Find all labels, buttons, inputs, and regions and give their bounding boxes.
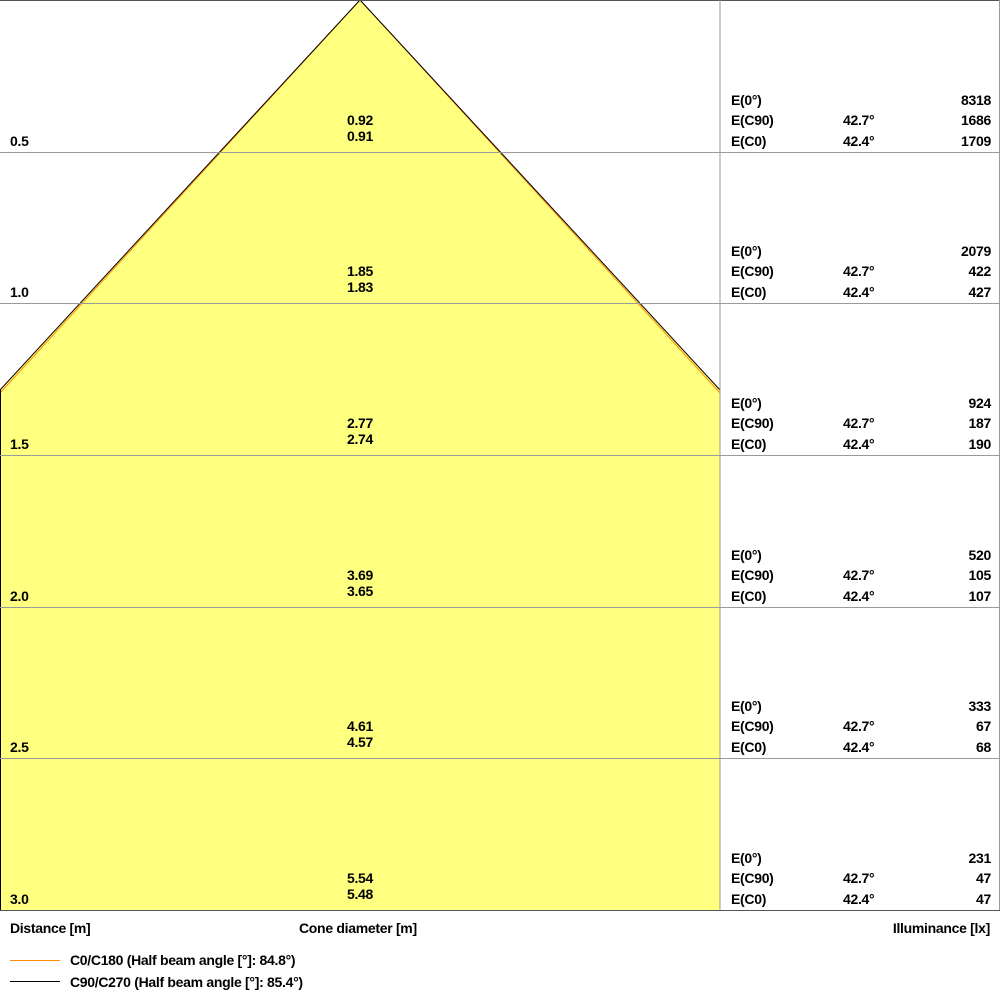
distance-axis-label: Distance [m] xyxy=(10,920,91,936)
ec0-value: 427 xyxy=(968,284,992,300)
distance-label: 2.5 xyxy=(10,739,29,755)
cone-diameter-c0: 1.83 xyxy=(346,279,374,295)
ec90-value: 105 xyxy=(968,567,992,583)
legend-c0-line xyxy=(10,960,60,961)
cone-diameter-c0: 3.65 xyxy=(346,583,374,599)
ec90-angle: 42.7° xyxy=(843,415,875,431)
ec90-label: E(C90) xyxy=(731,870,774,886)
ec0-value: 68 xyxy=(976,739,991,755)
ec0-value: 107 xyxy=(968,588,992,604)
e0-value: 924 xyxy=(968,395,992,411)
ec90-value: 187 xyxy=(968,415,992,431)
legend-c0-label: C0/C180 (Half beam angle [°]: 84.8°) xyxy=(70,952,296,968)
ec0-angle: 42.4° xyxy=(843,284,875,300)
legend-c90-label: C90/C270 (Half beam angle [°]: 85.4°) xyxy=(70,974,303,990)
ec0-angle: 42.4° xyxy=(843,133,875,149)
c90-cone-line xyxy=(0,0,721,391)
ec90-value: 1686 xyxy=(961,112,991,128)
ec90-value: 47 xyxy=(976,870,991,886)
ec0-label: E(C0) xyxy=(731,891,767,907)
illuminance-axis-label: Illuminance [lx] xyxy=(892,920,990,936)
ec90-angle: 42.7° xyxy=(843,718,875,734)
cone-diameter-c90: 0.92 xyxy=(346,112,374,128)
ec0-value: 47 xyxy=(976,891,991,907)
ec0-label: E(C0) xyxy=(731,133,767,149)
ec0-value: 190 xyxy=(968,436,992,452)
e0-label: E(0°) xyxy=(731,850,762,866)
ec0-label: E(C0) xyxy=(731,436,767,452)
ec0-value: 1709 xyxy=(961,133,991,149)
cone-diameter-c90: 1.85 xyxy=(346,263,374,279)
cone-diameter-c90: 5.54 xyxy=(346,870,374,886)
ec90-label: E(C90) xyxy=(731,415,774,431)
ec0-angle: 42.4° xyxy=(843,588,875,604)
ec90-angle: 42.7° xyxy=(843,567,875,583)
cone-diameter-c90: 3.69 xyxy=(346,567,374,583)
e0-label: E(0°) xyxy=(731,395,762,411)
ec0-label: E(C0) xyxy=(731,739,767,755)
ec90-label: E(C90) xyxy=(731,263,774,279)
cone-diameter-c0: 2.74 xyxy=(346,431,374,447)
ec90-angle: 42.7° xyxy=(843,263,875,279)
e0-value: 2079 xyxy=(961,243,991,259)
cone-diameter-c0: 5.48 xyxy=(346,886,374,902)
distance-label: 3.0 xyxy=(10,891,29,907)
e0-value: 231 xyxy=(968,850,992,866)
distance-label: 2.0 xyxy=(10,588,29,604)
cone-diameter-c0: 4.57 xyxy=(346,734,374,750)
legend-c90-line xyxy=(10,981,60,982)
cone-diameter-c90: 4.61 xyxy=(346,718,374,734)
ec0-label: E(C0) xyxy=(731,284,767,300)
e0-label: E(0°) xyxy=(731,243,762,259)
cone-diameter-c0: 0.91 xyxy=(346,128,374,144)
e0-label: E(0°) xyxy=(731,698,762,714)
ec0-angle: 42.4° xyxy=(843,739,875,755)
ec90-value: 422 xyxy=(968,263,992,279)
ec0-angle: 42.4° xyxy=(843,891,875,907)
ec90-label: E(C90) xyxy=(731,718,774,734)
e0-label: E(0°) xyxy=(731,547,762,563)
ec90-label: E(C90) xyxy=(731,112,774,128)
ec0-label: E(C0) xyxy=(731,588,767,604)
distance-label: 1.5 xyxy=(10,436,29,452)
ec90-angle: 42.7° xyxy=(843,870,875,886)
distance-label: 1.0 xyxy=(10,284,29,300)
distance-label: 0.5 xyxy=(10,133,29,149)
ec90-label: E(C90) xyxy=(731,567,774,583)
ec0-angle: 42.4° xyxy=(843,436,875,452)
e0-value: 333 xyxy=(968,698,992,714)
e0-label: E(0°) xyxy=(731,92,762,108)
c0-cone-line xyxy=(0,0,721,394)
ec90-value: 67 xyxy=(976,718,991,734)
e0-value: 520 xyxy=(968,547,992,563)
e0-value: 8318 xyxy=(961,92,991,108)
cone-diameter-c90: 2.77 xyxy=(346,415,374,431)
ec90-angle: 42.7° xyxy=(843,112,875,128)
cone-axis-label: Cone diameter [m] xyxy=(299,920,417,936)
